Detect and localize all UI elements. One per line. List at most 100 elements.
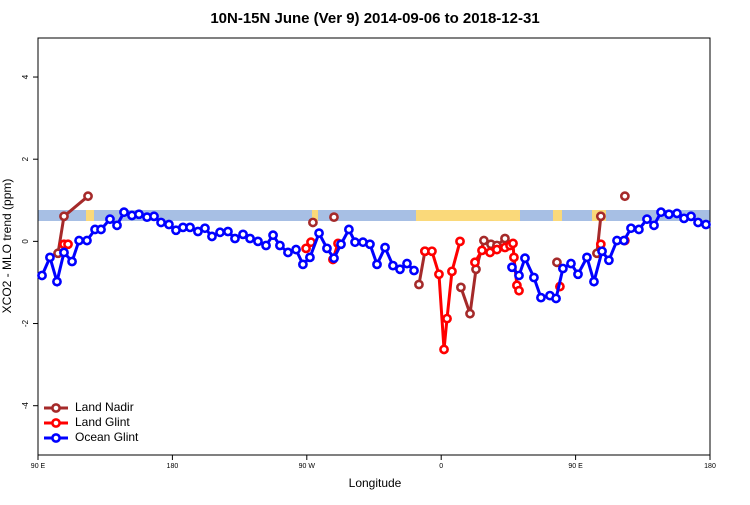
x-tick-label: 90 E xyxy=(31,463,46,470)
data-point xyxy=(619,235,629,246)
data-point xyxy=(156,217,166,228)
data-point xyxy=(402,258,412,269)
data-point xyxy=(67,256,77,267)
data-point xyxy=(322,243,332,254)
data-point xyxy=(455,236,465,247)
land-band xyxy=(312,210,318,221)
data-point xyxy=(238,229,248,240)
data-point xyxy=(686,211,696,222)
data-point xyxy=(149,211,159,222)
x-tick-label: 180 xyxy=(167,463,179,470)
data-point xyxy=(508,238,518,249)
data-point xyxy=(261,240,271,251)
data-point xyxy=(664,209,674,220)
data-point xyxy=(520,253,530,264)
data-point xyxy=(500,233,510,244)
data-point xyxy=(492,244,502,255)
data-point xyxy=(634,224,644,235)
data-point xyxy=(388,260,398,271)
y-tick-label: 0 xyxy=(21,239,30,244)
plot-frame xyxy=(37,37,711,456)
data-point xyxy=(207,231,217,242)
data-point xyxy=(308,217,318,228)
data-point xyxy=(380,242,390,253)
data-point xyxy=(253,236,263,247)
data-point xyxy=(456,282,466,293)
y-tick-label: 4 xyxy=(21,74,30,79)
data-point xyxy=(514,270,524,281)
data-point xyxy=(414,279,424,290)
data-point xyxy=(275,240,285,251)
data-point xyxy=(589,276,599,287)
data-point xyxy=(536,292,546,303)
data-point xyxy=(604,255,614,266)
data-point xyxy=(59,247,69,258)
y-tick-label: -4 xyxy=(21,402,30,410)
data-point xyxy=(119,207,129,218)
data-point xyxy=(477,245,487,256)
data-point xyxy=(649,220,659,231)
y-axis-label: XCO2 - MLO trend (ppm) xyxy=(0,179,14,314)
data-point xyxy=(573,269,583,280)
data-point xyxy=(96,224,106,235)
legend-marker xyxy=(51,418,61,428)
data-point xyxy=(372,259,382,270)
y-tick-label: -2 xyxy=(21,319,30,327)
data-point xyxy=(350,237,360,248)
data-point xyxy=(105,214,115,225)
data-point xyxy=(365,239,375,250)
data-point xyxy=(582,252,592,263)
data-point xyxy=(63,239,73,250)
land-band xyxy=(86,210,94,221)
data-point xyxy=(329,212,339,223)
data-point xyxy=(701,219,711,230)
data-point xyxy=(427,246,437,257)
data-point xyxy=(442,313,452,324)
data-point xyxy=(434,269,444,280)
data-point xyxy=(597,246,607,257)
data-point xyxy=(301,243,311,254)
data-point xyxy=(314,228,324,239)
data-point xyxy=(566,258,576,269)
data-point xyxy=(479,235,489,246)
data-point xyxy=(268,230,278,241)
data-point xyxy=(245,233,255,244)
data-point xyxy=(409,265,419,276)
data-point xyxy=(552,257,562,268)
data-point xyxy=(134,209,144,220)
data-point xyxy=(283,247,293,258)
data-point xyxy=(656,207,666,218)
data-point xyxy=(112,220,122,231)
legend-label: Land Nadir xyxy=(75,400,134,414)
x-tick-label: 0 xyxy=(439,463,443,470)
data-point xyxy=(619,191,630,202)
land-band xyxy=(553,210,562,221)
x-axis-label: Longitude xyxy=(349,476,402,490)
data-point xyxy=(626,223,636,234)
data-point xyxy=(298,259,308,270)
legend-label: Ocean Glint xyxy=(75,430,139,444)
data-point xyxy=(37,270,47,281)
legend-marker xyxy=(51,403,61,413)
data-point xyxy=(164,219,174,230)
data-point xyxy=(52,276,62,287)
data-point xyxy=(595,211,606,222)
data-point xyxy=(470,257,480,268)
data-point xyxy=(465,308,475,319)
data-point xyxy=(447,266,457,277)
data-point xyxy=(514,285,524,296)
x-tick-label: 90 W xyxy=(299,463,316,470)
x-tick-label: 180 xyxy=(704,463,716,470)
data-point xyxy=(336,239,346,250)
data-point xyxy=(74,235,84,246)
chart-title: 10N-15N June (Ver 9) 2014-09-06 to 2018-… xyxy=(210,10,539,27)
data-point xyxy=(305,252,315,263)
data-point xyxy=(223,226,233,237)
data-point xyxy=(291,244,301,255)
x-tick-label: 90 E xyxy=(568,463,583,470)
y-tick-label: 2 xyxy=(21,156,30,161)
legend-label: Land Glint xyxy=(75,415,130,429)
data-point xyxy=(507,262,517,273)
data-point xyxy=(329,253,339,264)
